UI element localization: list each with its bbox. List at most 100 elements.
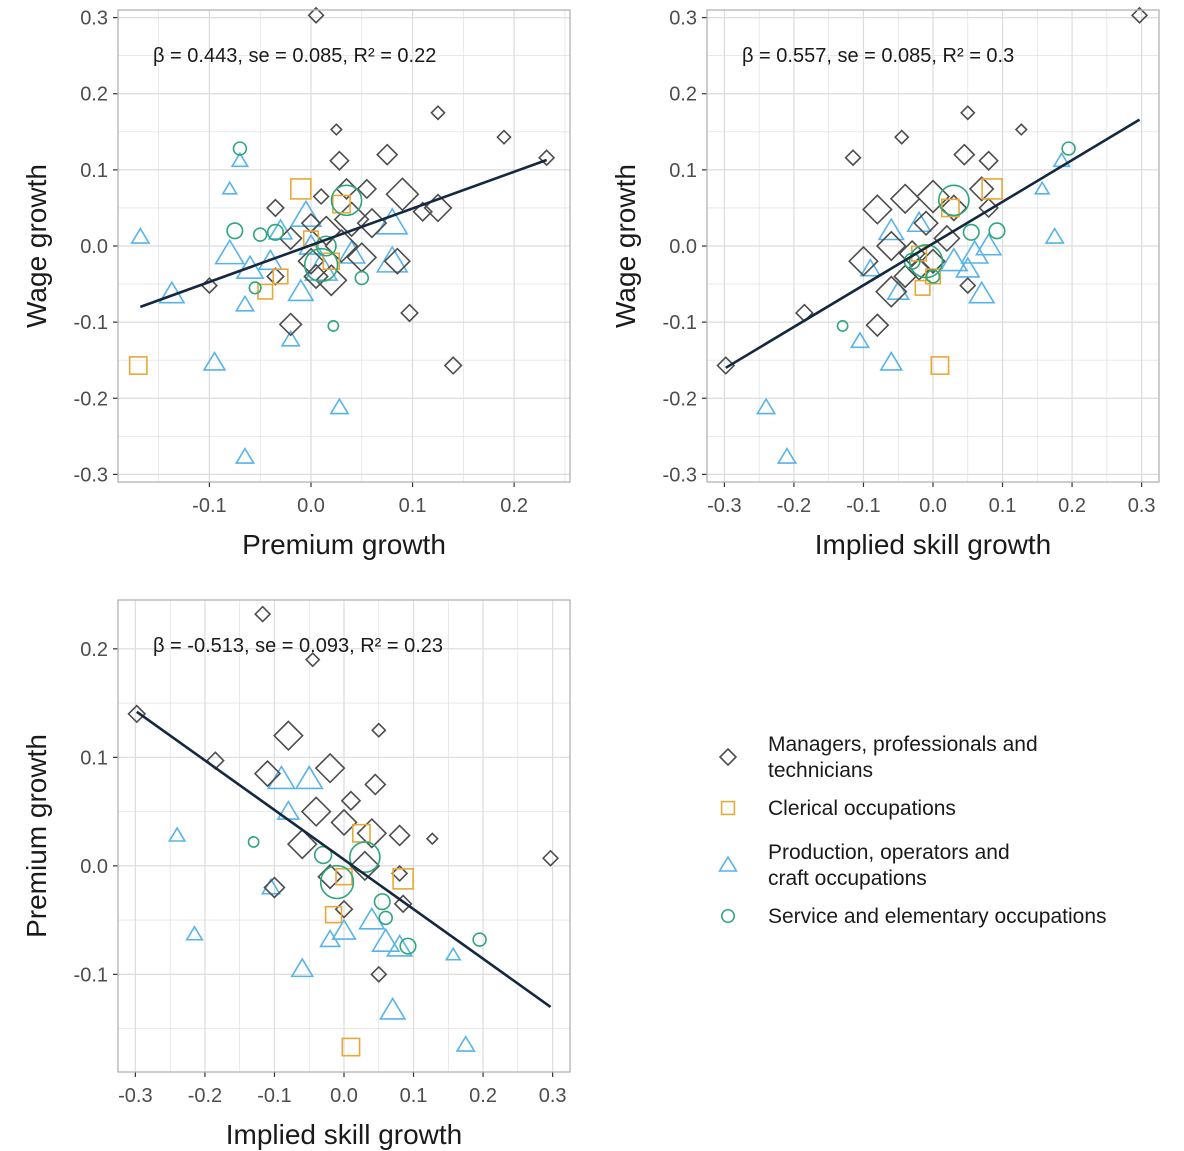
legend-label: Managers, professionals and: [768, 733, 1038, 756]
data-point-production: [280, 329, 301, 347]
data-point-service: [248, 281, 262, 295]
panel-premium-vs-skill: -0.3 -0.2 -0.1 0.0 0.1 0.2 0.3 -0.1 0.0 0.1 0.2 β =…: [21, 599, 571, 1150]
data-point-managers: [383, 247, 411, 275]
data-point-clerical: [392, 868, 414, 890]
data-point-managers: [273, 720, 304, 751]
data-point-clerical: [324, 905, 343, 924]
data-point-clerical: [981, 178, 1003, 200]
y-tick-label: -0.3: [663, 464, 697, 486]
data-point-production: [214, 238, 246, 265]
data-point-managers: [425, 832, 439, 846]
data-point-service: [232, 141, 248, 156]
x-tick-label: -0.2: [188, 1085, 222, 1107]
data-point-production: [756, 397, 777, 415]
data-point-production: [337, 239, 367, 264]
data-point-managers: [278, 312, 303, 337]
data-point-service: [378, 910, 393, 926]
x-tick-label: -0.1: [846, 495, 880, 517]
y-tick-label: -0.1: [74, 312, 108, 334]
panel-border: [117, 9, 571, 483]
data-point-production: [329, 397, 350, 415]
data-point-managers: [356, 178, 378, 200]
data-point-clerical: [914, 279, 931, 296]
data-point-production: [379, 996, 407, 1020]
data-point-managers: [127, 704, 147, 724]
data-point-managers: [875, 230, 907, 262]
data-point-managers: [889, 183, 921, 215]
data-point-managers: [913, 210, 939, 236]
data-point-managers: [266, 198, 285, 218]
data-point-managers: [370, 965, 388, 983]
legend-item-clerical: Clerical occupations: [720, 797, 956, 820]
data-point-production: [234, 447, 256, 464]
y-axis-title: Wage growth: [610, 164, 641, 328]
panel-wage-vs-skill: -0.3 -0.2 -0.1 0.0 0.1 0.2 0.3 -0.3 -0.2 -0.1 0.0 0…: [610, 6, 1160, 560]
data-point-managers: [959, 277, 977, 295]
data-point-clerical: [272, 268, 289, 285]
data-point-managers: [1130, 6, 1149, 24]
y-axis-title: Premium growth: [21, 734, 52, 938]
data-point-service: [354, 270, 370, 286]
y-tick-label: -0.1: [74, 964, 108, 986]
data-point-production: [319, 928, 342, 948]
x-axis-title: Premium growth: [242, 529, 446, 560]
y-axis-title: Wage growth: [21, 164, 52, 328]
data-point-managers: [391, 864, 409, 882]
y-tick-label: 0.1: [80, 160, 108, 182]
x-axis-title: Implied skill growth: [815, 529, 1052, 560]
regression-annotation: β = -0.513, se = 0.093, R² = 0.23: [153, 635, 443, 657]
data-point-production: [879, 350, 904, 371]
legend-marker-service: [720, 908, 736, 924]
panel-border: [117, 599, 571, 1073]
data-point-managers: [300, 796, 332, 827]
legend-item-service: Service and elementary occupations: [720, 905, 1107, 928]
data-point-managers: [340, 790, 362, 811]
legend-label: Clerical occupations: [768, 797, 956, 820]
y-tick-label: 0.0: [80, 856, 108, 878]
data-point-production: [955, 256, 981, 278]
legend-item-managers: Managers, professionals and technicians: [718, 733, 1038, 782]
data-point-production: [130, 227, 151, 244]
data-point-service: [938, 184, 970, 217]
x-tick-label: 0.0: [919, 495, 947, 517]
data-point-managers: [388, 824, 411, 847]
data-point-service: [472, 932, 487, 947]
data-point-production: [1033, 180, 1051, 195]
data-point-production: [235, 254, 265, 280]
data-point-production: [906, 210, 932, 233]
data-point-production: [939, 247, 969, 272]
x-tick-label: -0.1: [257, 1085, 291, 1107]
data-point-production: [358, 906, 386, 930]
x-tick-label: 0.2: [500, 495, 528, 517]
data-point-service: [988, 222, 1006, 240]
data-point-managers: [253, 759, 282, 788]
data-point-managers: [371, 722, 387, 738]
x-tick-label: 0.3: [1128, 495, 1156, 517]
data-point-clerical: [322, 252, 341, 270]
y-tick-label: 0.3: [80, 8, 108, 30]
x-tick-label: -0.1: [192, 495, 226, 517]
data-point-managers: [716, 356, 736, 375]
data-point-service: [330, 184, 363, 217]
legend-marker-managers: [718, 747, 738, 767]
data-point-managers: [978, 197, 999, 219]
x-tick-label: 0.2: [1058, 495, 1086, 517]
data-point-managers: [920, 248, 946, 275]
data-point-production: [371, 927, 401, 952]
y-tick-label: 0.1: [80, 747, 108, 769]
y-tick-label: 0.2: [669, 84, 697, 106]
legend: Managers, professionals and technicians Cl…: [718, 733, 1107, 928]
legend-marker-production: [718, 855, 738, 872]
data-point-managers: [953, 143, 976, 166]
data-point-managers: [329, 123, 343, 136]
data-point-production: [968, 280, 996, 304]
x-tick-label: 0.0: [330, 1085, 358, 1107]
data-point-production: [266, 764, 296, 790]
y-tick-label: 0.3: [669, 8, 697, 30]
data-point-managers: [541, 849, 560, 867]
data-point-clerical: [341, 1037, 361, 1057]
data-point-managers: [315, 264, 348, 297]
y-tick-label: 0.1: [669, 160, 697, 182]
data-point-service: [836, 320, 849, 332]
